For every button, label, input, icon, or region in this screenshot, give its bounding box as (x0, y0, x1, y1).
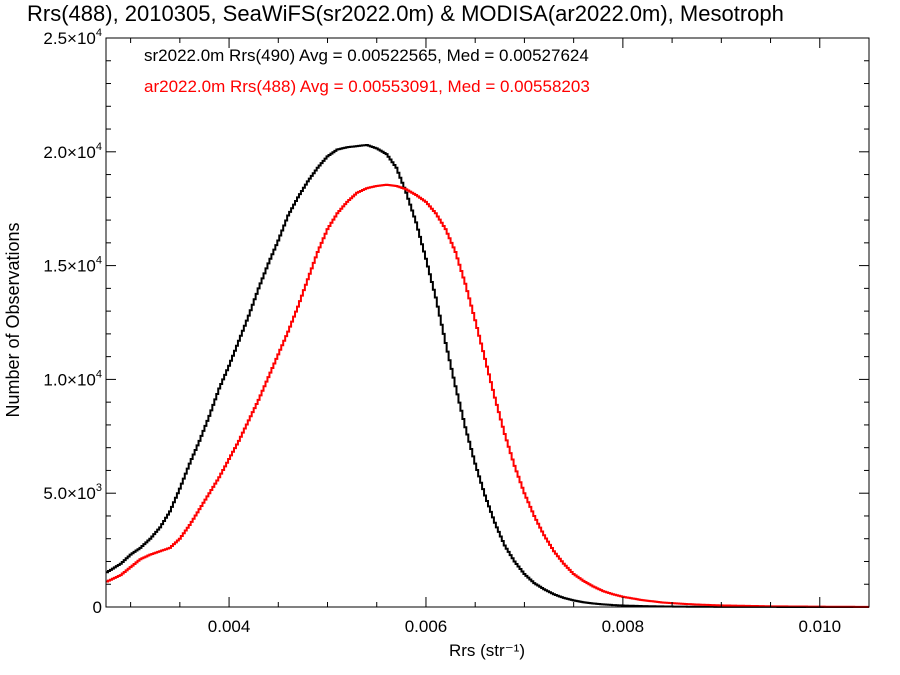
plot-frame (105, 37, 870, 608)
x-tick-label: 0.004 (208, 617, 251, 636)
series-line-ar2022 (106, 183, 870, 608)
series-line-sr2022 (106, 143, 869, 608)
y-tick-label: 1.5×104 (43, 255, 102, 276)
legend-entry-sr2022: sr2022.0m Rrs(490) Avg = 0.00522565, Med… (144, 46, 589, 65)
chart-title: Rrs(488), 2010305, SeaWiFS(sr2022.0m) & … (27, 1, 784, 26)
y-tick-label: 2.0×104 (43, 141, 102, 162)
y-axis-label: Number of Observations (3, 222, 23, 417)
y-tick-label: 0 (93, 598, 102, 617)
legend-entry-ar2022: ar2022.0m Rrs(488) Avg = 0.00553091, Med… (144, 77, 590, 96)
y-tick-label: 5.0×103 (43, 482, 102, 503)
y-tick-label: 2.5×104 (43, 27, 102, 48)
x-tick-label: 0.006 (405, 617, 448, 636)
x-tick-label: 0.010 (799, 617, 842, 636)
x-axis-label: Rrs (str⁻¹) (449, 641, 525, 660)
y-tick-label: 1.0×104 (43, 368, 102, 389)
plot-area: 0.004 0.006 0.008 0.010 0 5.0×103 1.0×104 1.5×1… (43, 27, 870, 636)
x-tick-label: 0.008 (602, 617, 645, 636)
